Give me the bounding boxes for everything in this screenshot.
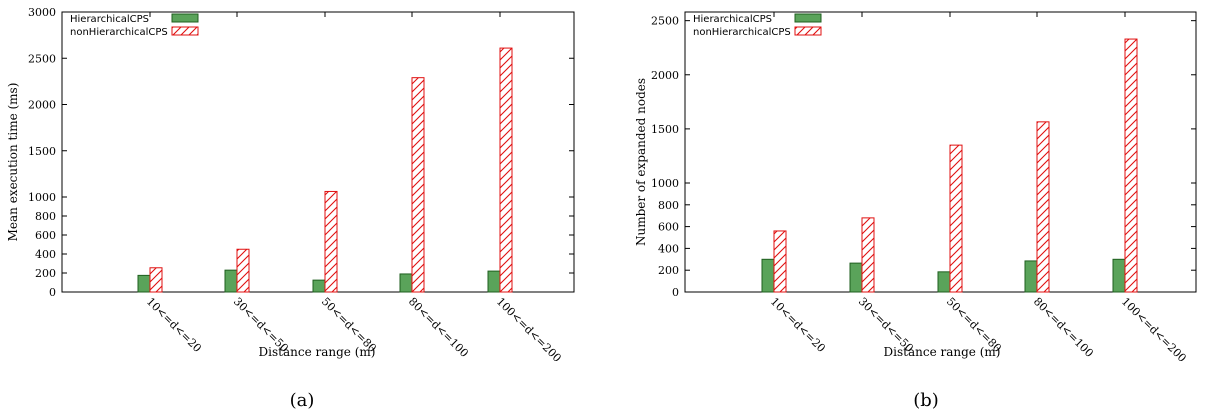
x-tick-label: 10<=d<=20 bbox=[144, 295, 204, 355]
x-tick-label: 100<=d<=200 bbox=[1119, 295, 1189, 365]
plot-frame bbox=[684, 11, 1197, 293]
y-tick-label: 1000 bbox=[28, 191, 56, 204]
bar-non-hierarchical bbox=[236, 248, 250, 293]
bar-non-hierarchical bbox=[324, 190, 338, 293]
bar-hierarchical bbox=[849, 262, 863, 293]
bar-hierarchical bbox=[1112, 258, 1126, 293]
bar-hierarchical bbox=[399, 273, 413, 293]
bar-non-hierarchical bbox=[861, 217, 875, 293]
panel-caption: (a) bbox=[290, 390, 315, 411]
x-tick-label: 10<=d<=20 bbox=[768, 295, 828, 355]
y-tick-label: 2000 bbox=[28, 99, 56, 112]
y-tick-label: 600 bbox=[658, 221, 679, 234]
y-tick-label: 1500 bbox=[28, 145, 56, 158]
legend-label: HierarchicalCPS bbox=[693, 14, 772, 25]
bar-hierarchical bbox=[312, 279, 326, 293]
bar-non-hierarchical bbox=[1036, 121, 1050, 293]
legend-label: nonHierarchicalCPS bbox=[70, 27, 168, 38]
legend-swatch-non-hierarchical bbox=[171, 26, 199, 36]
chart-panel-a: 0 200 400 600 800 1000 1500 2000 2500 3000 10<=d<=… bbox=[6, 6, 575, 411]
y-tick-label: 400 bbox=[35, 248, 56, 261]
x-axis-label: Distance range (m) bbox=[259, 345, 376, 359]
bar-hierarchical bbox=[137, 274, 151, 293]
y-tick-label: 2500 bbox=[651, 15, 679, 28]
bar-hierarchical bbox=[937, 271, 951, 293]
y-tick-label: 0 bbox=[672, 286, 679, 299]
y-tick-label: 1000 bbox=[651, 177, 679, 190]
y-axis-label: Mean execution time (ms) bbox=[6, 83, 20, 242]
x-tick-label: 80<=d<=100 bbox=[1031, 295, 1096, 360]
bar-non-hierarchical bbox=[949, 144, 963, 293]
y-tick-label: 800 bbox=[35, 210, 56, 223]
bar-hierarchical bbox=[1024, 260, 1038, 293]
legend-swatch-non-hierarchical bbox=[794, 26, 822, 36]
bar-hierarchical bbox=[487, 270, 501, 293]
x-tick-label: 100<=d<=200 bbox=[494, 295, 564, 365]
y-tick-label: 200 bbox=[658, 264, 679, 277]
legend-label: nonHierarchicalCPS bbox=[693, 27, 791, 38]
y-tick-label: 1500 bbox=[651, 123, 679, 136]
plot-frame bbox=[61, 11, 575, 293]
y-tick-label: 600 bbox=[35, 229, 56, 242]
legend-swatch-hierarchical bbox=[171, 13, 199, 23]
y-tick-label: 2500 bbox=[28, 52, 56, 65]
bar-hierarchical bbox=[224, 269, 238, 293]
y-axis-label: Number of expanded nodes bbox=[634, 78, 648, 246]
bar-non-hierarchical bbox=[1124, 38, 1138, 293]
y-tick-label: 0 bbox=[49, 286, 56, 299]
legend-label: HierarchicalCPS bbox=[70, 14, 149, 25]
y-tick-label: 400 bbox=[658, 242, 679, 255]
bar-non-hierarchical bbox=[499, 47, 513, 293]
y-tick-label: 2000 bbox=[651, 69, 679, 82]
x-tick-label: 80<=d<=100 bbox=[406, 295, 471, 360]
bar-hierarchical bbox=[761, 258, 775, 293]
legend-swatch-hierarchical bbox=[794, 13, 822, 23]
panel-caption: (b) bbox=[913, 390, 939, 411]
bar-non-hierarchical bbox=[149, 267, 163, 293]
x-axis-label: Distance range (m) bbox=[884, 345, 1001, 359]
y-tick-label: 200 bbox=[35, 267, 56, 280]
y-tick-label: 800 bbox=[658, 199, 679, 212]
bar-non-hierarchical bbox=[411, 77, 425, 293]
y-tick-label: 3000 bbox=[28, 6, 56, 19]
bar-non-hierarchical bbox=[773, 230, 787, 293]
